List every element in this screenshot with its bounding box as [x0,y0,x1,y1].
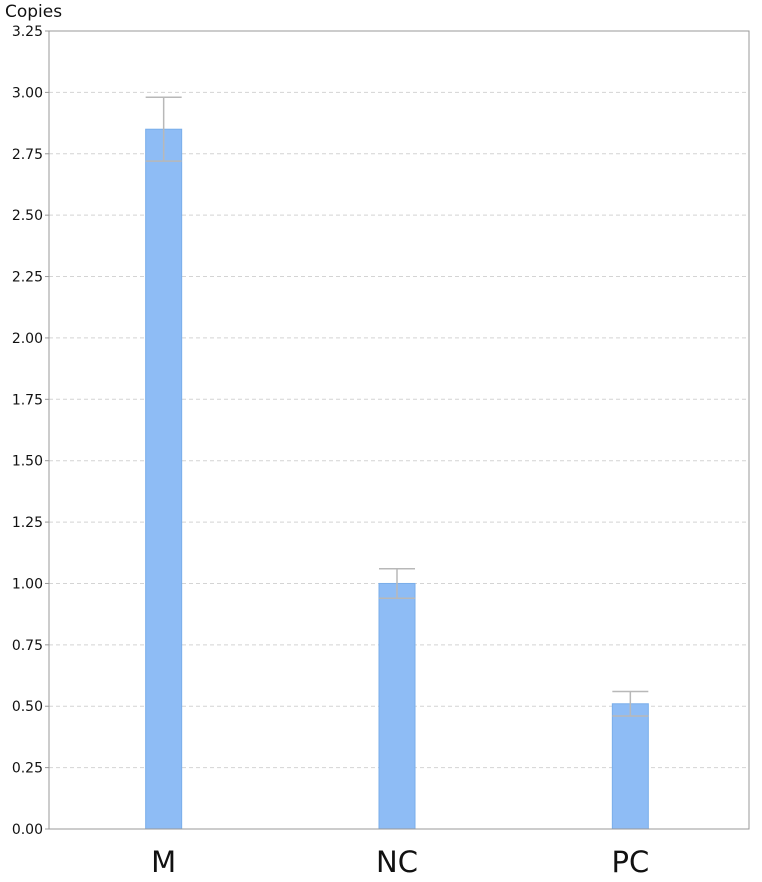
axes [48,30,750,830]
y-axis-label: Copies [5,2,62,22]
y-tick-label: 2.50 [12,208,43,224]
y-tick-labels: 0.00 0.25 0.50 0.75 1.00 1.25 1.50 1.75 2.00 2.25… [12,24,49,838]
x-tick-label-nc: NC [376,845,418,879]
y-tick-label: 3.25 [12,24,43,40]
y-tick-label: 1.75 [12,392,43,408]
bar-m [145,128,183,830]
bar-pc [611,703,649,830]
y-tick-label: 0.25 [12,761,43,777]
y-tick-label: 2.25 [12,270,43,286]
y-tick-label: 1.00 [12,576,43,592]
y-tick-label: 0.00 [12,822,43,838]
y-tick-label: 0.50 [12,699,43,715]
error-bars [145,96,649,717]
bars [145,128,649,830]
bar-nc [378,582,416,830]
x-tick-labels: M NC PC [151,845,649,879]
y-tick-label: 2.00 [12,331,43,347]
error-bar-m [145,96,182,162]
error-bar-nc [379,567,415,599]
y-tick-label: 1.50 [12,454,43,470]
y-tick-label: 2.75 [12,147,43,163]
x-tick-label-m: M [151,845,176,879]
y-tick-label: 1.25 [12,515,43,531]
error-bar-pc [612,690,649,717]
x-tick-label-pc: PC [611,845,649,879]
plot-frame [48,30,750,830]
y-tick-label: 0.75 [12,638,43,654]
y-tick-label: 3.00 [12,85,43,101]
